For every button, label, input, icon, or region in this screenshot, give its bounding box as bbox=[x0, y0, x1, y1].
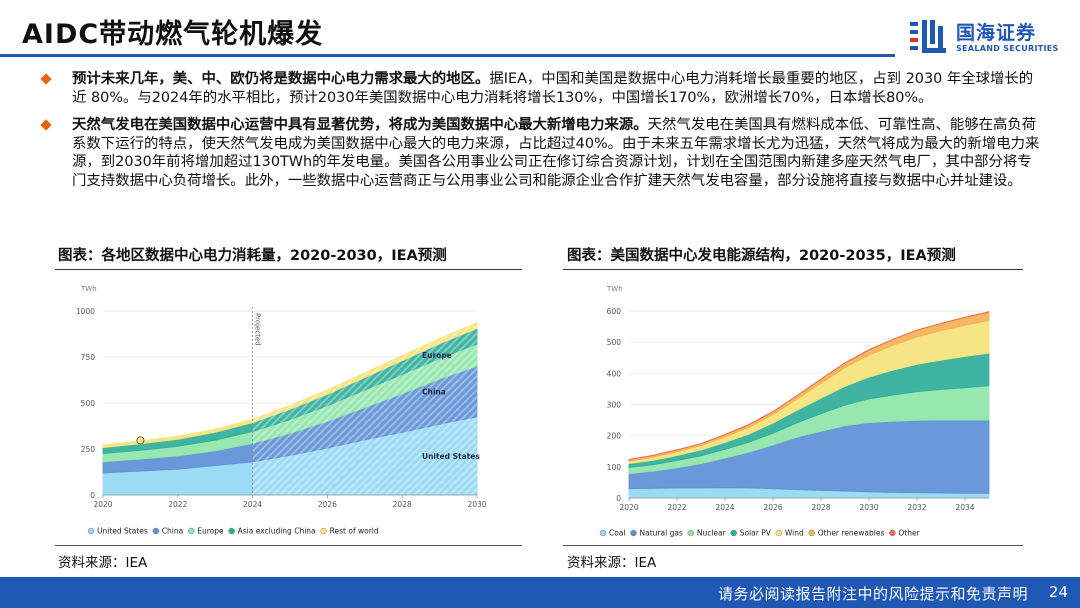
legend-swatch-natural-gas bbox=[630, 529, 637, 537]
legend-swatch-europe bbox=[188, 527, 195, 535]
legend-swatch-wind bbox=[775, 529, 783, 537]
x-tick-label: 2026 bbox=[763, 503, 782, 512]
x-tick-label: 2032 bbox=[907, 503, 926, 512]
right-area-chart: TWh 0 100 200 300 400 500 600 2020 2022 2024 2026 20… bbox=[599, 285, 990, 538]
right-chart-source: 资料来源：IEA bbox=[567, 555, 657, 571]
page-title: AIDC带动燃气轮机爆发 bbox=[22, 19, 324, 50]
series-annotation-europe: Europe bbox=[422, 351, 452, 360]
footer-bar: 请务必阅读报告附注中的风险提示和免责声明 24 bbox=[0, 577, 1080, 608]
y-unit-label: TWh bbox=[606, 285, 623, 293]
legend-swatch-solar-pv bbox=[730, 529, 737, 537]
left-chart-source: 资料来源：IEA bbox=[58, 555, 148, 571]
x-tick-label: 2024 bbox=[243, 500, 262, 509]
logo-chinese-name: 国海证券 bbox=[956, 22, 1037, 44]
series-annotation-china: China bbox=[422, 388, 446, 397]
legend-label-europe: Europe bbox=[197, 527, 224, 536]
x-tick-label: 2022 bbox=[168, 500, 187, 509]
y-tick-label: 300 bbox=[607, 401, 622, 410]
x-tick-label: 2034 bbox=[955, 503, 974, 512]
legend-label-natural-gas: Natural gas bbox=[640, 529, 683, 538]
legend-swatch-china bbox=[152, 527, 159, 535]
bullet-bold-lead: 预计未来几年，美、中、欧仍将是数据中心电力需求最大的地区。 bbox=[72, 71, 490, 87]
legend-swatch-nuclear bbox=[687, 529, 695, 537]
series-area-other bbox=[628, 311, 990, 461]
y-unit-label: TWh bbox=[80, 285, 97, 293]
y-tick-label: 750 bbox=[81, 353, 96, 362]
bullet-bold-lead: 天然气发电在美国数据中心运营中具有显著优势，将成为美国数据中心最大新增电力来源。 bbox=[72, 117, 648, 134]
legend-swatch-other bbox=[889, 529, 896, 537]
sealand-logo-icon bbox=[910, 20, 946, 53]
diamond-bullet-icon bbox=[40, 73, 52, 85]
legend-swatch-united-states bbox=[87, 527, 95, 535]
legend-label-coal: Coal bbox=[609, 529, 626, 538]
projected-hatch-overlay bbox=[252, 322, 477, 495]
legend: Coal Natural gas Nuclear Solar PV Wind Other … bbox=[599, 529, 921, 538]
x-tick-label: 2022 bbox=[667, 503, 686, 512]
right-chart-title: 图表：美国数据中心发电能源结构，2020-2035，IEA预测 bbox=[567, 248, 956, 264]
projected-label: Projected bbox=[254, 313, 262, 346]
y-tick-label: 1000 bbox=[76, 307, 95, 316]
legend-label-united-states: United States bbox=[97, 527, 148, 536]
right-title-rule bbox=[563, 269, 1023, 270]
page-number: 24 bbox=[1048, 583, 1068, 601]
legend-swatch-asia-excluding-china bbox=[228, 527, 235, 535]
diamond-bullet-icon bbox=[40, 119, 52, 131]
legend-swatch-other-renewables bbox=[808, 529, 815, 537]
left-title-rule bbox=[55, 269, 522, 270]
legend-label-rest-of-world: Rest of world bbox=[330, 527, 379, 536]
legend-label-wind: Wind bbox=[785, 529, 804, 538]
bullet-item: 天然气发电在美国数据中心运营中具有显著优势，将成为美国数据中心最大新增电力来源。… bbox=[40, 116, 1042, 190]
legend-label-other-renewables: Other renewables bbox=[818, 529, 885, 538]
legend-label-china: China bbox=[162, 527, 183, 536]
left-area-chart: TWh 0 250 500 750 1000 Projected 2020 2022 2024 20… bbox=[76, 285, 487, 536]
legend-label-nuclear: Nuclear bbox=[697, 529, 727, 538]
x-tick-label: 2024 bbox=[715, 503, 734, 512]
y-tick-label: 250 bbox=[81, 445, 96, 454]
logo-english-name: SEALAND SECURITIES bbox=[956, 44, 1059, 53]
y-tick-label: 500 bbox=[81, 399, 96, 408]
x-tick-label: 2026 bbox=[318, 500, 337, 509]
legend: United States China Europe Asia excluding C… bbox=[87, 527, 379, 536]
y-tick-label: 0 bbox=[616, 494, 621, 503]
bullet-body: 据IEA，中国和美国是数据中心电力消耗增长最重要的地区，占到 2030 年全球增… bbox=[72, 71, 1034, 106]
bullet-body: 天然气发电在美国具有燃料成本低、可靠性高、能够在高负荷系数下运行的特点，使天然气… bbox=[72, 117, 1040, 189]
left-chart-title: 图表：各地区数据中心电力消耗量，2020-2030，IEA预测 bbox=[58, 248, 447, 264]
right-source-rule bbox=[563, 545, 1023, 546]
sealand-logo: 国海证券 SEALAND SECURITIES bbox=[908, 14, 1068, 58]
highlight-marker bbox=[136, 436, 145, 445]
series-annotation-united-states: United States bbox=[422, 452, 480, 461]
title-divider bbox=[0, 54, 895, 57]
legend-swatch-rest-of-world bbox=[320, 527, 327, 535]
bullet-list: 预计未来几年，美、中、欧仍将是数据中心电力需求最大的地区。据IEA，中国和美国是… bbox=[40, 70, 1042, 200]
legend-label-asia-excluding-china: Asia excluding China bbox=[238, 527, 316, 536]
y-tick-label: 600 bbox=[607, 307, 622, 316]
x-tick-label: 2020 bbox=[619, 503, 638, 512]
y-tick-label: 400 bbox=[607, 369, 622, 378]
x-tick-label: 2028 bbox=[393, 500, 412, 509]
legend-label-other: Other bbox=[898, 529, 920, 538]
x-tick-label: 2030 bbox=[859, 503, 878, 512]
x-tick-label: 2028 bbox=[811, 503, 830, 512]
y-tick-label: 500 bbox=[607, 338, 622, 347]
left-source-rule bbox=[55, 545, 522, 546]
legend-label-solar-pv: Solar PV bbox=[740, 529, 772, 538]
x-tick-label: 2020 bbox=[93, 500, 112, 509]
y-tick-label: 200 bbox=[607, 432, 622, 441]
footer-disclaimer: 请务必阅读报告附注中的风险提示和免责声明 bbox=[717, 585, 1028, 603]
x-tick-label: 2030 bbox=[467, 500, 486, 509]
legend-swatch-coal bbox=[599, 529, 607, 537]
bullet-item: 预计未来几年，美、中、欧仍将是数据中心电力需求最大的地区。据IEA，中国和美国是… bbox=[40, 70, 1042, 107]
y-tick-label: 100 bbox=[607, 463, 622, 472]
y-tick-label: 0 bbox=[90, 491, 95, 500]
